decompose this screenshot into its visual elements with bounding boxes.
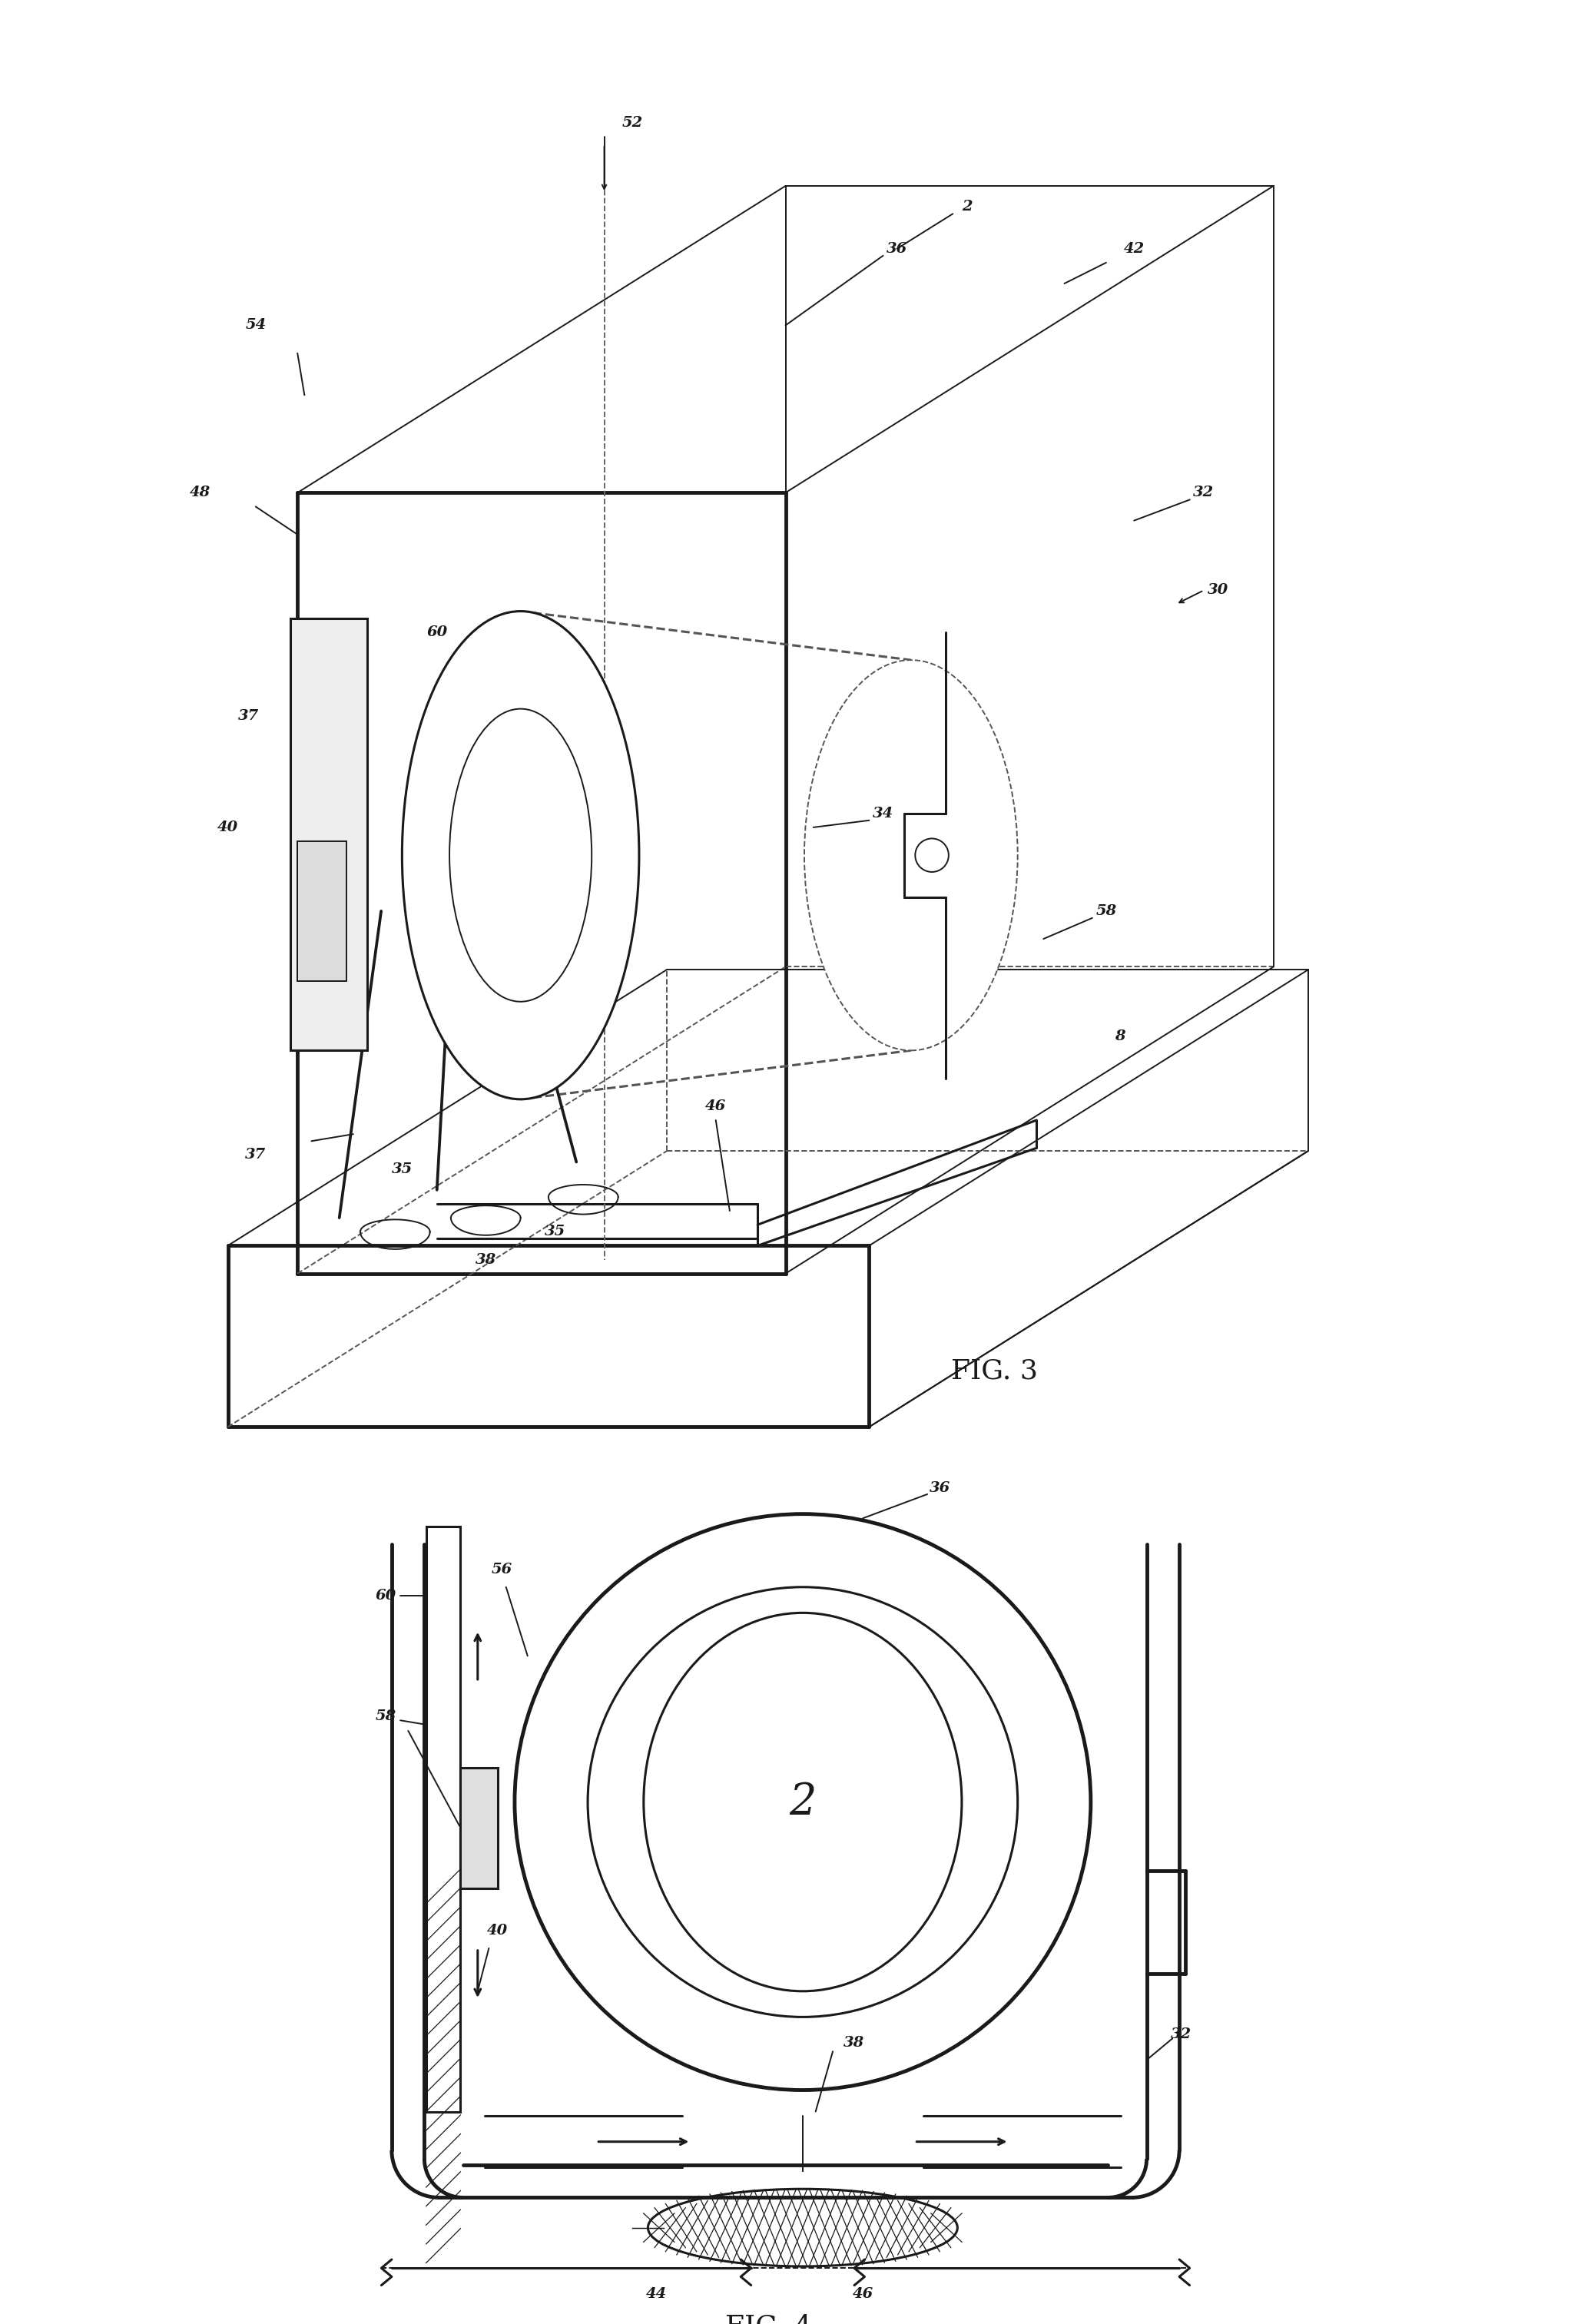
Text: 56: 56 — [492, 1564, 512, 1576]
Text: 2: 2 — [789, 1780, 817, 1822]
Text: 37: 37 — [245, 1148, 265, 1162]
Text: 32: 32 — [1194, 486, 1214, 500]
Bar — [291, 618, 368, 1050]
Text: FIG. 4: FIG. 4 — [724, 2312, 812, 2324]
Text: 44: 44 — [646, 2287, 668, 2301]
Bar — [426, 1527, 460, 2113]
Text: 36: 36 — [930, 1480, 950, 1494]
Text: 46: 46 — [853, 2287, 873, 2301]
Text: 8: 8 — [1115, 1030, 1125, 1043]
Text: FIG. 3: FIG. 3 — [952, 1357, 1038, 1385]
Text: 60: 60 — [426, 625, 448, 639]
Text: 52: 52 — [622, 116, 643, 130]
Text: 58: 58 — [375, 1708, 396, 1722]
Text: 60: 60 — [375, 1590, 396, 1604]
Text: 54: 54 — [245, 318, 265, 332]
Text: 32: 32 — [1170, 2027, 1191, 2040]
Text: 34: 34 — [872, 806, 894, 820]
Bar — [460, 1769, 498, 1887]
Text: 35: 35 — [391, 1162, 413, 1176]
Text: 2: 2 — [961, 200, 972, 214]
Text: 38: 38 — [844, 2036, 864, 2050]
Circle shape — [515, 1513, 1090, 2089]
Text: 42: 42 — [1123, 242, 1145, 256]
Text: 68: 68 — [537, 1071, 559, 1085]
Text: 40: 40 — [487, 1924, 507, 1938]
Text: 30: 30 — [1207, 583, 1229, 597]
Text: 48: 48 — [190, 486, 211, 500]
Text: 46: 46 — [705, 1099, 726, 1113]
Ellipse shape — [402, 611, 639, 1099]
Text: 37: 37 — [239, 709, 259, 723]
Text: 38: 38 — [476, 1253, 496, 1267]
Text: 40: 40 — [217, 820, 239, 834]
Ellipse shape — [804, 660, 1018, 1050]
Text: 35: 35 — [545, 1225, 566, 1239]
Bar — [297, 841, 346, 981]
Text: 58: 58 — [1095, 904, 1117, 918]
Text: 36: 36 — [886, 242, 908, 256]
